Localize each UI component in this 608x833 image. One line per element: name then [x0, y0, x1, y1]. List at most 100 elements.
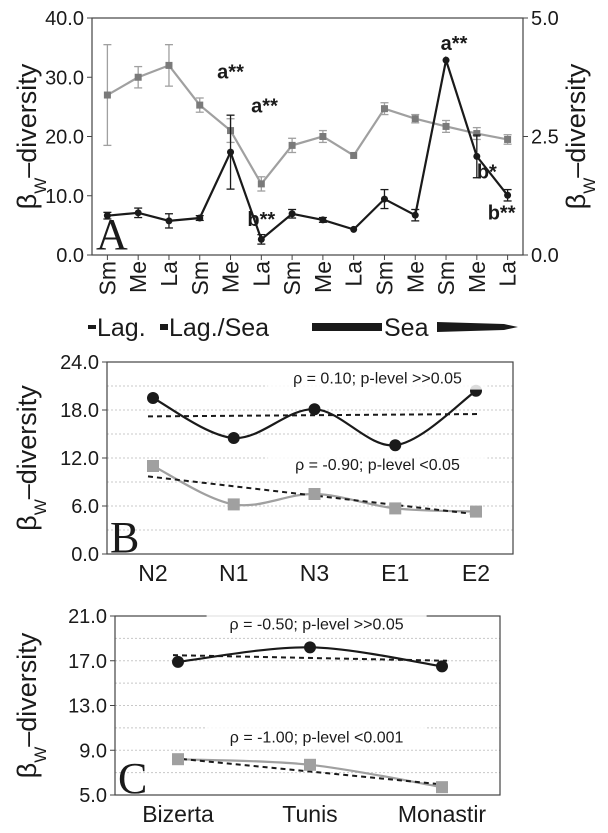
y-tick-label: 0.0 [71, 544, 99, 566]
x-category-label: Sm [187, 261, 213, 296]
y-right-tick-label: 5.0 [531, 8, 559, 30]
y-axis-label-right: βW–diversity [561, 63, 599, 209]
data-point [442, 56, 450, 64]
data-point [257, 235, 265, 243]
x-category-label: La [341, 261, 367, 287]
x-category-label: Sm [371, 261, 397, 296]
y-axis-label-sub: W [31, 178, 50, 194]
x-category-label: La [248, 261, 274, 287]
y-tick-label: 21.0 [68, 606, 107, 628]
y-tick-label: 0.0 [56, 245, 84, 267]
x-category-label: E1 [381, 560, 409, 586]
data-point [196, 101, 204, 109]
x-category-label: Sm [433, 261, 459, 296]
data-point [165, 217, 173, 225]
data-point [134, 73, 142, 81]
significance-label: b** [247, 209, 275, 231]
data-point [504, 135, 512, 143]
y-axis-label: βW–diversity [12, 385, 50, 531]
data-point [227, 432, 240, 444]
correlation-label: ρ = -1.00; p-level <0.001 [230, 729, 404, 746]
x-category-label: Me [464, 261, 490, 293]
data-point [227, 148, 235, 156]
x-category-label: N2 [138, 560, 167, 586]
panel-letter: A [96, 210, 128, 259]
significance-label: a** [251, 96, 278, 118]
x-category-label: Sm [279, 261, 305, 296]
significance-label: b** [488, 202, 516, 224]
y-axis-label-right-tail: –diversity [561, 63, 591, 178]
series-line [152, 389, 477, 447]
x-category-label: Me [218, 261, 244, 293]
y-tick-label: 24.0 [60, 352, 99, 374]
annotation-backdrop [206, 726, 427, 749]
panel-letter: C [118, 754, 147, 803]
y-right-tick-label: 2.5 [531, 127, 559, 149]
y-axis-label-beta: β [12, 515, 42, 531]
data-point [389, 502, 402, 515]
y-axis-label-tail: –diversity [12, 632, 42, 747]
panel-a: 0.010.020.030.040.00.02.55.0Sm Me La Sm Me La… [12, 8, 599, 342]
data-point [172, 655, 184, 668]
trend-line [172, 757, 448, 786]
data-point [165, 61, 173, 69]
annotation-backdrop [267, 454, 488, 476]
y-tick-label: 20.0 [45, 127, 84, 149]
panel-letter: B [110, 513, 139, 562]
significance-label: a** [217, 62, 244, 84]
y-tick-label: 40.0 [45, 8, 84, 30]
x-category-label: Bizerta [142, 801, 214, 827]
data-point [103, 91, 111, 99]
significance-label: a** [441, 33, 468, 55]
x-category-label: Me [310, 261, 336, 293]
x-category-label: Monastir [398, 801, 487, 827]
data-point [319, 216, 327, 224]
y-axis-label: βW–diversity [12, 632, 50, 778]
y-tick-label: 18.0 [60, 400, 99, 422]
correlation-label: ρ = -0.90; p-level <0.05 [295, 457, 460, 474]
data-point [172, 753, 184, 766]
region-label: Lag./Sea [169, 314, 269, 342]
y-tick-label: 30.0 [45, 67, 84, 89]
trend-line [172, 654, 448, 662]
data-point [147, 392, 159, 404]
correlation-label: ρ = 0.10; p-level >>0.05 [293, 371, 462, 388]
data-point [411, 211, 419, 219]
y-axis-label-tail: –diversity [12, 63, 42, 178]
data-point [288, 141, 296, 149]
region-dash [160, 324, 168, 330]
panel-c: 5.0 9.0 13.0 17.0 21.0 Bizerta Tunis Monastir βW… [12, 606, 501, 827]
data-point [196, 214, 204, 222]
y-tick-label: 10.0 [45, 186, 84, 208]
data-point [227, 498, 240, 511]
y-axis-label-right-beta: β [561, 194, 591, 210]
data-point [411, 115, 419, 123]
series-line [106, 64, 508, 186]
data-point [436, 781, 448, 794]
data-point [473, 130, 481, 138]
significance-label: b* [477, 161, 497, 183]
y-axis-label: βW–diversity [12, 63, 50, 209]
data-point [288, 210, 296, 218]
data-point [470, 505, 482, 518]
x-category-label: La [156, 261, 182, 287]
y-tick-label: 13.0 [68, 696, 107, 718]
data-point [103, 212, 111, 220]
x-category-label: Me [125, 261, 151, 293]
x-category-label: E2 [462, 560, 490, 586]
x-category-label: La [495, 261, 521, 287]
data-point [147, 460, 159, 472]
panel-b: 0.0 6.0 12.0 18.0 24.0 N2 N1 N3 E1 E2 βW–diversity… [12, 352, 514, 586]
y-axis-label-tail: –diversity [12, 385, 42, 500]
y-tick-label: 12.0 [60, 448, 99, 470]
y-tick-label: 17.0 [68, 651, 107, 673]
annotation-backdrop [206, 613, 427, 636]
x-category-label: Tunis [282, 801, 337, 827]
data-point [304, 641, 316, 654]
data-point [350, 151, 358, 159]
region-arrow [437, 322, 518, 332]
x-category-label: N1 [219, 560, 248, 586]
data-point [304, 758, 316, 771]
y-tick-label: 9.0 [79, 740, 107, 762]
